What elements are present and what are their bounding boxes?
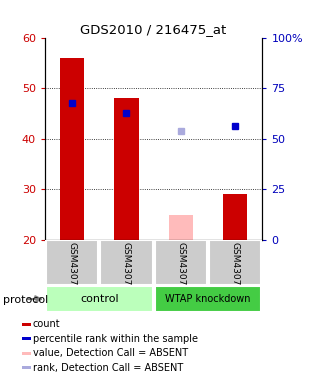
Text: control: control (80, 294, 118, 304)
Bar (46, 286, 153, 312)
Bar (22, 366, 31, 369)
Text: GSM43070: GSM43070 (68, 242, 76, 291)
Bar (155, 240, 207, 285)
Text: value, Detection Call = ABSENT: value, Detection Call = ABSENT (33, 348, 188, 358)
Text: WTAP knockdown: WTAP knockdown (165, 294, 251, 304)
Bar (22, 352, 31, 355)
Bar (114, 98, 139, 240)
Bar (209, 240, 261, 285)
Bar (155, 286, 261, 312)
Bar (60, 58, 84, 240)
Bar (22, 337, 31, 340)
Text: GSM43073: GSM43073 (231, 242, 240, 291)
Text: percentile rank within the sample: percentile rank within the sample (33, 334, 198, 344)
Bar (169, 214, 193, 240)
Text: protocol: protocol (3, 295, 48, 305)
Title: GDS2010 / 216475_at: GDS2010 / 216475_at (80, 23, 227, 36)
Text: GSM43072: GSM43072 (122, 242, 131, 291)
Text: GSM43071: GSM43071 (176, 242, 185, 291)
Bar (223, 194, 247, 240)
Bar (22, 322, 31, 326)
Bar (46, 240, 98, 285)
Bar (100, 240, 153, 285)
Text: rank, Detection Call = ABSENT: rank, Detection Call = ABSENT (33, 363, 183, 373)
Text: count: count (33, 319, 60, 329)
